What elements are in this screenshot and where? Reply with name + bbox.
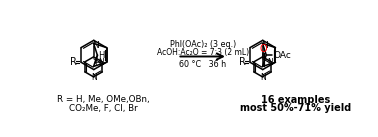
Text: N: N bbox=[91, 73, 97, 82]
Text: PhI(OAc)₂ (3 eq.): PhI(OAc)₂ (3 eq.) bbox=[169, 40, 236, 49]
Text: most 50%-71% yield: most 50%-71% yield bbox=[240, 103, 351, 113]
Text: R: R bbox=[239, 57, 246, 67]
Text: N: N bbox=[260, 73, 266, 82]
Text: 16 examples: 16 examples bbox=[260, 95, 330, 105]
Text: N: N bbox=[99, 58, 104, 67]
Text: H: H bbox=[98, 51, 104, 60]
Text: N: N bbox=[92, 41, 99, 49]
Text: R = H, Me, OMe,OBn,: R = H, Me, OMe,OBn, bbox=[57, 95, 149, 104]
Text: H: H bbox=[94, 59, 101, 68]
Text: O: O bbox=[260, 44, 267, 54]
Text: OAc: OAc bbox=[273, 51, 291, 60]
Text: N: N bbox=[268, 58, 273, 67]
Text: CO₂Me, F, Cl, Br: CO₂Me, F, Cl, Br bbox=[69, 104, 138, 113]
Text: 60 °C   36 h: 60 °C 36 h bbox=[179, 60, 226, 69]
Text: N: N bbox=[261, 41, 268, 49]
Text: R: R bbox=[70, 57, 77, 67]
Text: AcOH:Ac₂O = 7:3 (2 mL): AcOH:Ac₂O = 7:3 (2 mL) bbox=[156, 48, 249, 57]
